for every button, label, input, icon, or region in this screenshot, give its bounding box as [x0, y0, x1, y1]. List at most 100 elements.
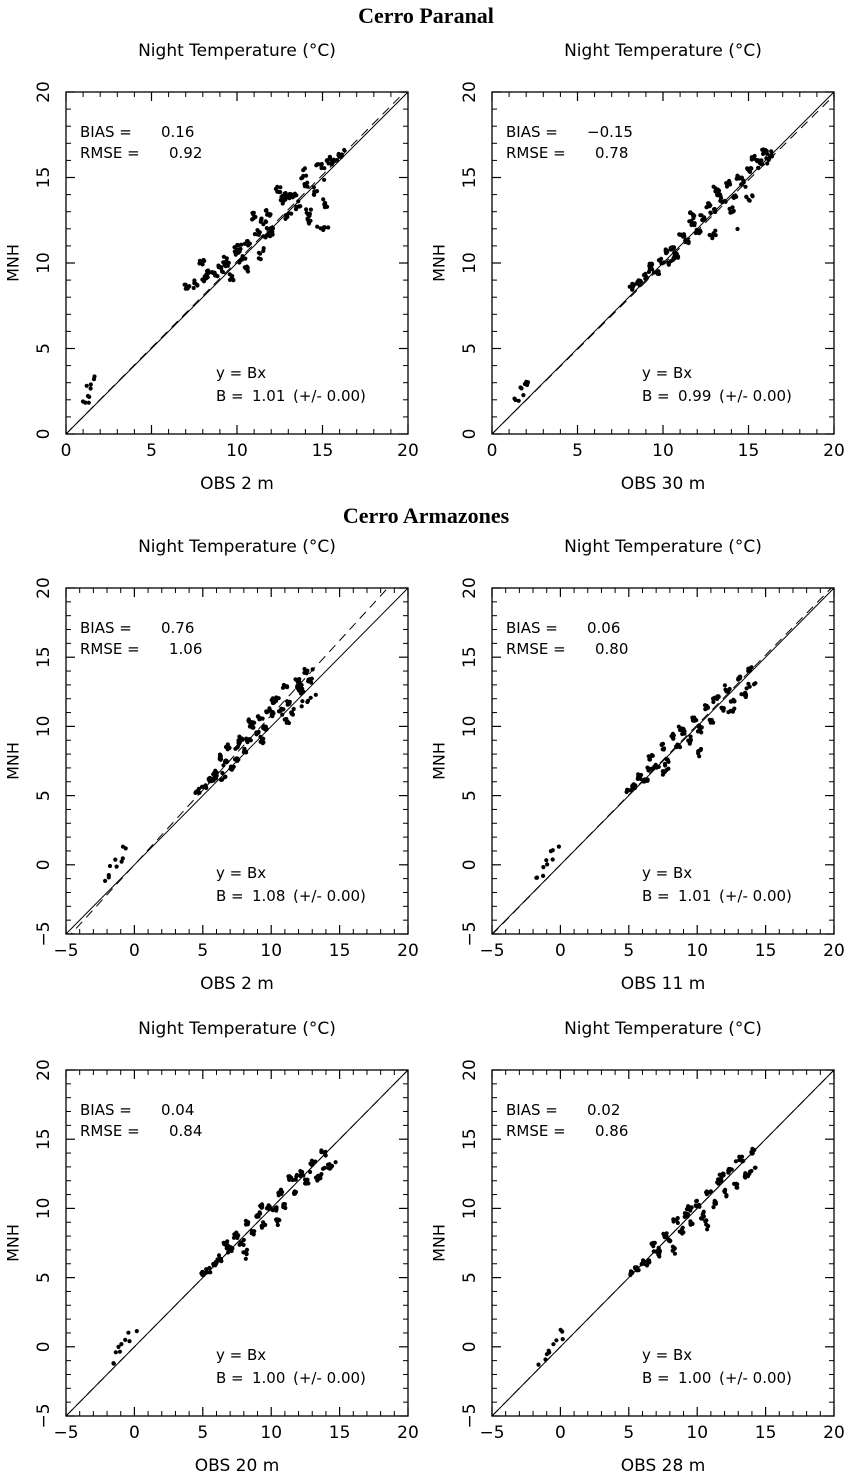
- data-point: [200, 262, 205, 267]
- chart-panel-paranal-2m: 00 5 5 10 10 15 15 20 20 Night Temperature (°C) OB…: [4, 41, 419, 494]
- data-point: [305, 212, 310, 217]
- data-point: [127, 1339, 132, 1344]
- data-point: [767, 156, 772, 161]
- data-point: [244, 1247, 250, 1252]
- plot-frame: [491, 1069, 835, 1417]
- data-point: [647, 757, 653, 762]
- x-tick-label: 15: [329, 1423, 351, 1443]
- data-point: [721, 1173, 726, 1178]
- y-tick-label: 5: [34, 790, 54, 801]
- fit-error: (+/- 0.00): [719, 387, 792, 405]
- data-point: [254, 730, 259, 735]
- data-point: [652, 1240, 657, 1245]
- data-point: [311, 185, 316, 190]
- data-point: [287, 701, 292, 706]
- data-point: [243, 1256, 248, 1261]
- data-point: [765, 151, 770, 156]
- data-point: [650, 753, 655, 758]
- x-tick-label: −5: [479, 1423, 504, 1443]
- data-point: [312, 189, 318, 195]
- data-point: [545, 862, 550, 867]
- data-point: [711, 699, 716, 705]
- y-axis-label: MNH: [430, 742, 449, 780]
- data-point: [671, 1218, 677, 1223]
- data-point: [745, 166, 750, 171]
- data-point: [299, 682, 304, 688]
- section-title-paranal: Cerro Paranal: [358, 3, 494, 28]
- x-tick-label: 0: [129, 1423, 140, 1443]
- data-point: [306, 679, 311, 684]
- y-tick-label: 15: [460, 646, 480, 668]
- fit-b-label: B =: [642, 387, 670, 405]
- data-point: [733, 1159, 739, 1164]
- x-axis-label: OBS 20 m: [195, 1456, 280, 1476]
- data-point: [134, 1329, 139, 1334]
- y-axis-label: MNH: [430, 1224, 449, 1262]
- data-point: [305, 1177, 310, 1182]
- data-point: [743, 690, 748, 696]
- fit-equation: y = Bx: [216, 864, 266, 882]
- y-tick-label: 15: [460, 167, 480, 189]
- data-point: [668, 259, 674, 264]
- data-point: [117, 1349, 122, 1354]
- x-tick-label: 10: [260, 1423, 282, 1443]
- data-point: [223, 774, 228, 779]
- data-point: [708, 210, 713, 215]
- fit-line: [70, 588, 389, 934]
- data-point: [241, 1250, 246, 1255]
- rmse-label: RMSE =: [80, 144, 140, 162]
- x-tick-label: 15: [738, 441, 760, 461]
- data-point: [648, 266, 653, 271]
- data-point: [235, 756, 240, 761]
- data-point: [686, 240, 691, 246]
- data-point: [712, 207, 717, 212]
- data-point: [707, 717, 712, 723]
- rmse-value: 0.86: [595, 1122, 628, 1140]
- data-point: [744, 686, 749, 691]
- data-point: [707, 232, 712, 238]
- data-point: [106, 875, 111, 880]
- y-axis-label: MNH: [4, 1224, 23, 1262]
- x-tick-label: 10: [226, 441, 248, 461]
- data-point: [84, 383, 89, 388]
- data-point: [258, 1203, 263, 1208]
- data-point: [279, 706, 284, 711]
- data-point: [713, 228, 718, 233]
- data-point: [226, 746, 231, 751]
- data-point: [722, 683, 728, 688]
- x-tick-label: 20: [823, 941, 845, 961]
- fit-line: [492, 1070, 834, 1416]
- data-point: [224, 256, 229, 261]
- data-point: [245, 269, 251, 274]
- data-point: [336, 153, 341, 158]
- data-point: [333, 158, 338, 163]
- data-point: [692, 718, 697, 723]
- data-point: [662, 1233, 667, 1238]
- data-point: [637, 283, 642, 288]
- data-point: [301, 168, 306, 173]
- data-point: [304, 207, 309, 212]
- data-point: [299, 176, 304, 181]
- data-point: [260, 716, 265, 721]
- fit-error: (+/- 0.00): [293, 387, 366, 405]
- data-point: [694, 1198, 700, 1203]
- data-point: [268, 227, 273, 233]
- data-points: [103, 666, 318, 884]
- data-point: [238, 1241, 243, 1247]
- data-point: [259, 736, 264, 741]
- data-point: [731, 699, 736, 704]
- data-point: [245, 1221, 250, 1226]
- data-point: [235, 247, 240, 252]
- data-point: [649, 1241, 654, 1246]
- data-point: [313, 692, 318, 697]
- data-point: [237, 740, 242, 745]
- data-point: [726, 1166, 732, 1172]
- x-tick-label: 15: [755, 1423, 777, 1443]
- data-point: [752, 153, 757, 159]
- data-point: [321, 197, 326, 202]
- data-point: [238, 246, 243, 251]
- data-point: [656, 269, 661, 274]
- fit-b-label: B =: [216, 1369, 244, 1387]
- data-point: [723, 1187, 728, 1192]
- data-point: [228, 1245, 234, 1250]
